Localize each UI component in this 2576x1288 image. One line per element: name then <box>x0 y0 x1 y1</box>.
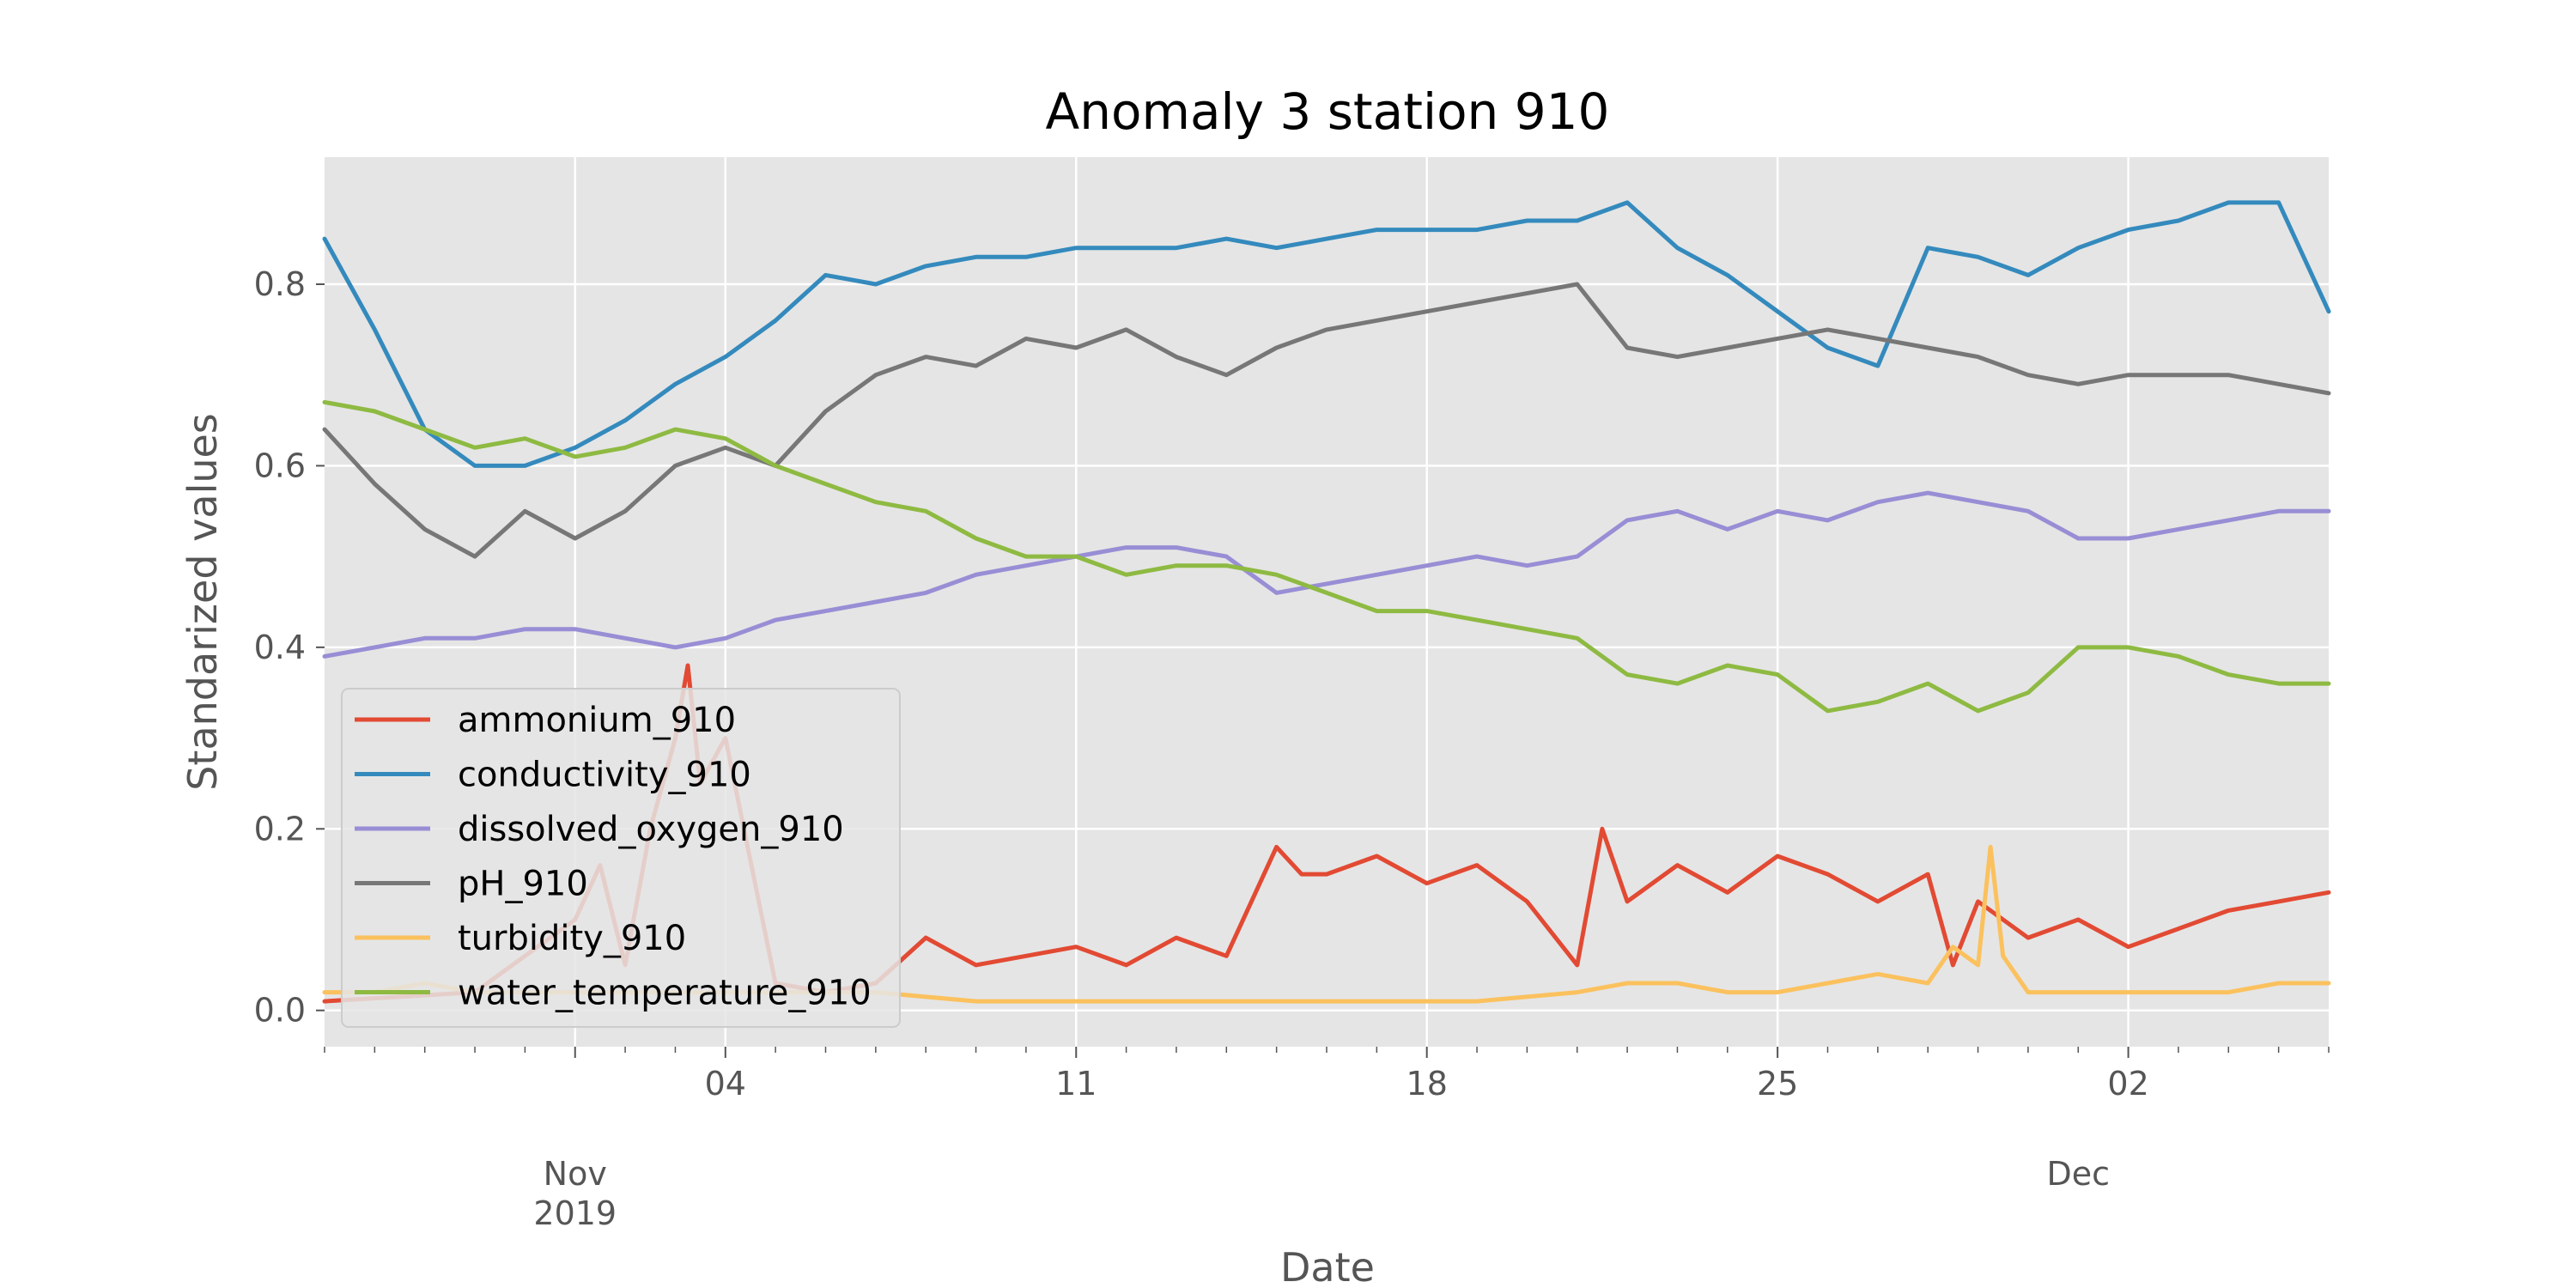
series-line-conductivity_910 <box>322 200 2331 468</box>
x-axis-label: Date <box>1280 1244 1375 1288</box>
x-year-label: 2019 <box>533 1194 617 1232</box>
legend-label: water_temperature_910 <box>458 974 872 1013</box>
y-axis-label: Standarized values <box>179 413 226 791</box>
chart-title: Anomaly 3 station 910 <box>1046 82 1610 141</box>
legend-box <box>341 688 901 1028</box>
x-month-label: Nov <box>544 1155 607 1193</box>
legend: ammonium_910 conductivity_910 dissolved_ox… <box>341 688 901 1028</box>
x-tick-label: 02 <box>2107 1065 2148 1103</box>
legend-label: turbidity_910 <box>458 919 686 958</box>
x-tick-label: 25 <box>1757 1065 1798 1103</box>
legend-label: pH_910 <box>458 865 588 904</box>
legend-label: dissolved_oxygen_910 <box>458 810 844 849</box>
legend-label: conductivity_910 <box>458 756 751 795</box>
x-tick-label: 11 <box>1055 1065 1097 1103</box>
x-month-label: Dec <box>2046 1155 2110 1193</box>
y-tick-label: 0.8 <box>254 265 306 303</box>
x-tick-label: 04 <box>705 1065 746 1103</box>
y-tick-label: 0.0 <box>254 992 306 1030</box>
y-tick-label: 0.2 <box>254 810 306 848</box>
x-tick-label: 18 <box>1406 1065 1448 1103</box>
grid-lines <box>325 157 2329 1047</box>
series-line-dissolved_oxygen_910 <box>322 490 2331 659</box>
legend-label: ammonium_910 <box>458 701 736 740</box>
series-line-pH_910 <box>322 282 2331 559</box>
y-tick-label: 0.4 <box>254 629 306 666</box>
series-line-water_temperature_910 <box>322 399 2331 714</box>
y-tick-label: 0.6 <box>254 447 306 484</box>
